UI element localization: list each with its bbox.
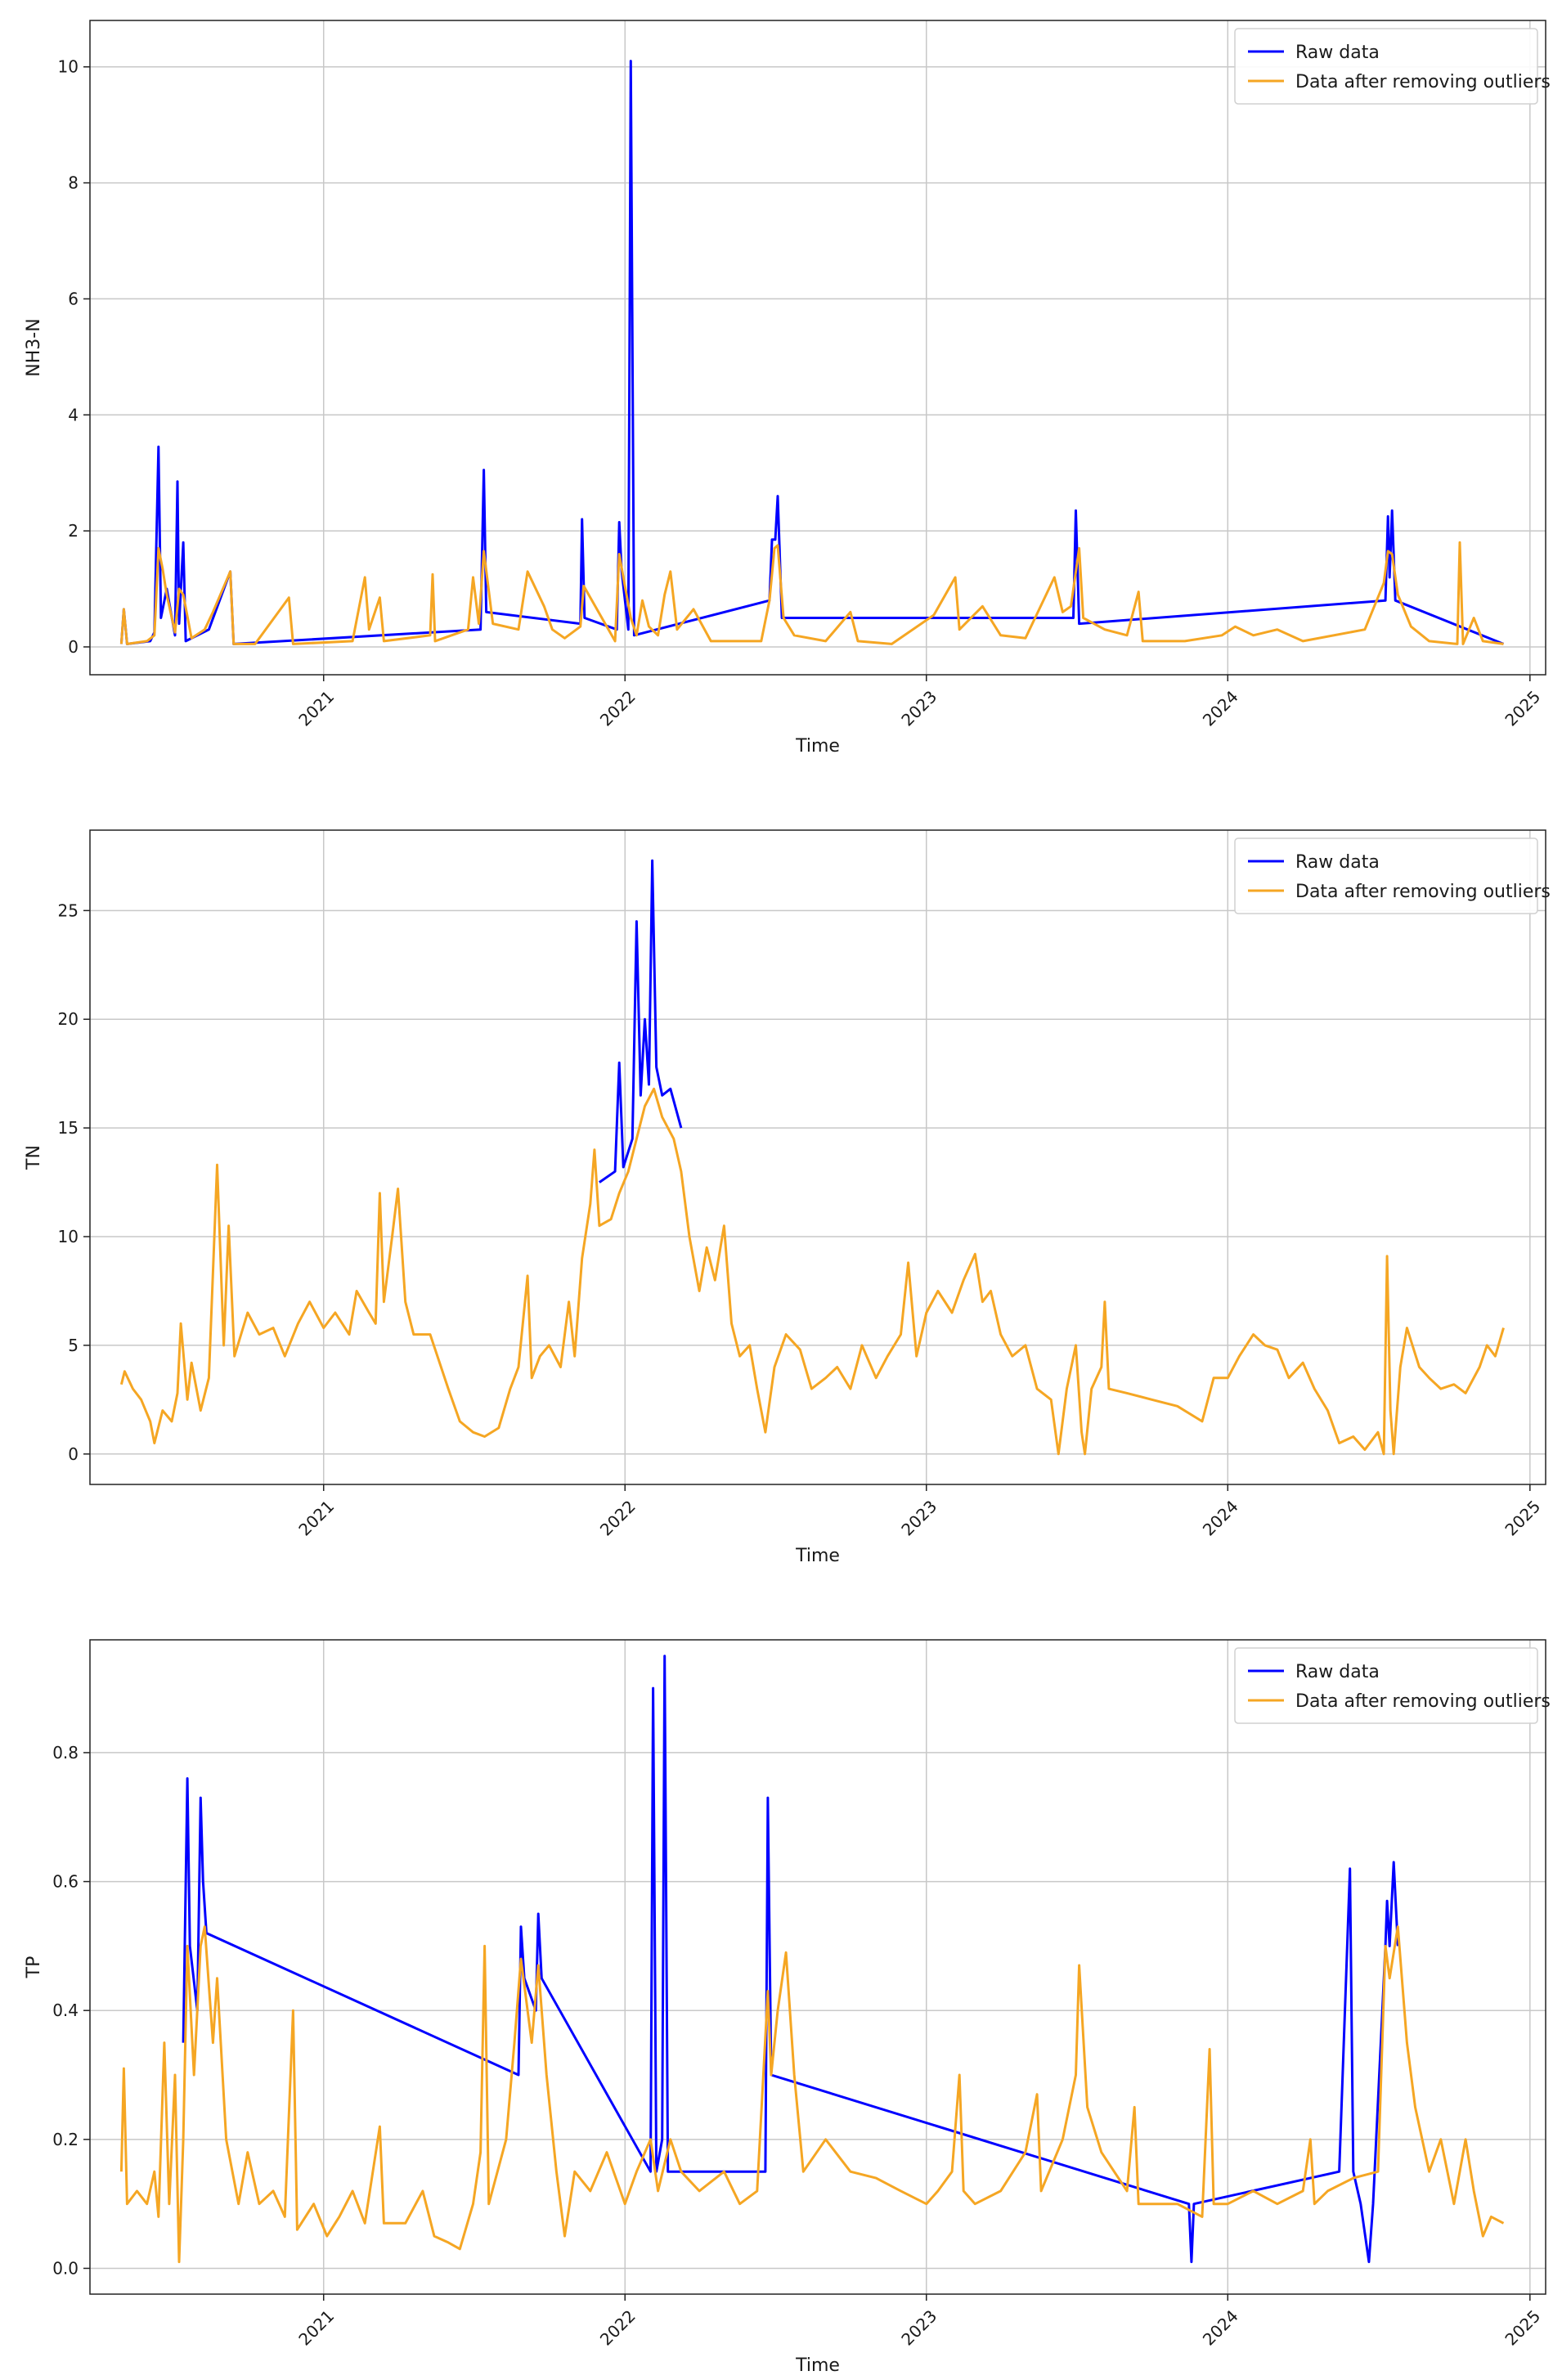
chart-2-legend-box: [1234, 837, 1538, 914]
chart-2-x-axis-label: Time: [795, 1546, 840, 1566]
chart-2-y-axis-label: TN: [24, 1145, 44, 1170]
chart-2-y-tick-label-2: 10: [58, 1227, 79, 1246]
chart-2-y-tick-label-4: 20: [58, 1009, 79, 1029]
chart-3: 0.0 0.2 0.4 0.6 0.8 2021 2022 2023 2024 2025 Time T…: [24, 1639, 1551, 2376]
chart-1-legend-label-2: Data after removing outliers: [1295, 72, 1551, 92]
chart-2-x-tick-label-2021: 2021: [294, 1497, 338, 1540]
chart-3-series-line-raw: [182, 1655, 1399, 2264]
chart-1-y-tick-label-0: 0: [68, 637, 79, 657]
chart-3-x-axis-label: Time: [795, 2355, 840, 2376]
chart-1-y-tick-label-1: 2: [68, 521, 79, 541]
chart-3-y-tick-label-2: 0.4: [52, 2001, 79, 2020]
chart-3-plot-frame: [89, 1639, 1546, 2295]
chart-3-legend-box: [1234, 1647, 1538, 1724]
chart-1-x-axis-label: Time: [795, 736, 840, 757]
chart-1-x-tick-label-2023: 2023: [897, 687, 940, 730]
chart-2-legend: Raw data Data after removing outliers: [1234, 837, 1551, 914]
chart-1-legend-label-1: Raw data: [1295, 43, 1380, 63]
chart-2-x-tick-label-2024: 2024: [1199, 1497, 1242, 1540]
chart-1-x-tick-label-2024: 2024: [1199, 687, 1242, 730]
chart-1-y-tick-label-2: 4: [68, 405, 79, 424]
chart-2-legend-label-2: Data after removing outliers: [1295, 882, 1551, 902]
chart-3-y-tick-label-3: 0.6: [52, 1872, 79, 1892]
chart-3-x-tick-label-2021: 2021: [294, 2306, 338, 2350]
chart-1-series-line-raw: [119, 60, 1505, 645]
chart-3-y-tick-label-4: 0.8: [52, 1743, 79, 1763]
chart-2-x-tick-label-2022: 2022: [596, 1497, 640, 1540]
chart-1-y-tick-label-5: 10: [58, 57, 79, 77]
chart-3-legend-label-1: Raw data: [1295, 1662, 1380, 1682]
chart-1-plot-frame: [89, 20, 1546, 676]
chart-3-x-tick-label-2023: 2023: [897, 2306, 940, 2350]
chart-3-y-tick-label-1: 0.2: [52, 2130, 79, 2149]
chart-2-y-tick-label-3: 15: [58, 1118, 79, 1138]
chart-1: 0 2 4 6 8 10 2021 2022 2023 2024 2025 Time NH3-N Raw …: [24, 20, 1551, 757]
chart-2-series-line-raw: [599, 859, 683, 1183]
chart-2-legend-label-1: Raw data: [1295, 852, 1380, 873]
chart-1-legend: Raw data Data after removing outliers: [1234, 28, 1551, 105]
chart-1-x-tick-label-2025: 2025: [1501, 687, 1544, 730]
chart-1-y-tick-label-3: 6: [68, 289, 79, 308]
chart-2-y-tick-label-5: 25: [58, 900, 79, 920]
chart-3-x-tick-label-2025: 2025: [1501, 2306, 1544, 2350]
chart-3-y-axis-label: TP: [24, 1956, 44, 1979]
chart-1-y-axis-label: NH3-N: [24, 318, 44, 376]
chart-2-y-tick-label-0: 0: [68, 1444, 79, 1464]
chart-1-legend-box: [1234, 28, 1538, 105]
chart-1-series-line-cleaned: [119, 541, 1504, 645]
chart-1-x-tick-label-2022: 2022: [596, 687, 640, 730]
chart-1-x-tick-label-2021: 2021: [294, 687, 338, 730]
chart-2-series-line-cleaned: [119, 1087, 1505, 1456]
chart-3-legend: Raw data Data after removing outliers: [1234, 1647, 1551, 1724]
chart-2-x-tick-label-2023: 2023: [897, 1497, 940, 1540]
chart-3-y-tick-label-0: 0.0: [52, 2258, 79, 2278]
chart-2-x-tick-label-2025: 2025: [1501, 1497, 1544, 1540]
chart-1-y-tick-label-4: 8: [68, 173, 79, 193]
chart-2-y-tick-label-1: 5: [68, 1336, 79, 1355]
chart-3-x-tick-label-2022: 2022: [596, 2306, 640, 2350]
chart-3-x-tick-label-2024: 2024: [1199, 2306, 1242, 2350]
chart-3-series-line-cleaned: [119, 1925, 1505, 2264]
chart-2-plot-frame: [89, 829, 1546, 1485]
chart-3-legend-label-2: Data after removing outliers: [1295, 1691, 1551, 1712]
